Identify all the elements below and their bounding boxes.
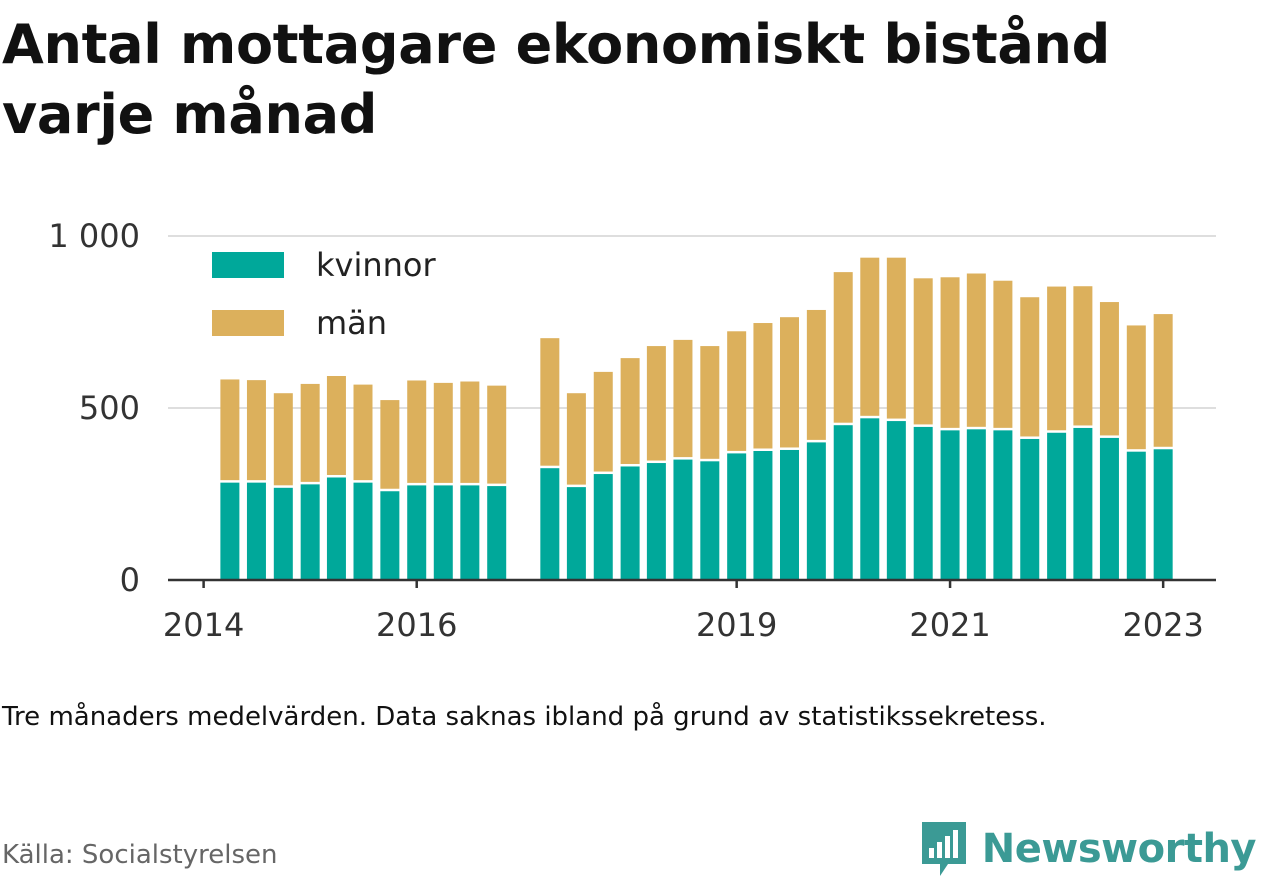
bar-man bbox=[753, 323, 773, 449]
bar-man bbox=[727, 331, 747, 451]
bar-kvinnor bbox=[1047, 432, 1067, 580]
bar-kvinnor bbox=[273, 487, 293, 580]
source-note: Källa: Socialstyrelsen bbox=[2, 840, 278, 870]
bar-man bbox=[860, 257, 880, 416]
bar-kvinnor bbox=[300, 484, 320, 580]
bar-man bbox=[673, 339, 693, 458]
bar-kvinnor bbox=[700, 461, 720, 580]
axes: 0 500 1 000 2014 2016 2019 2021 2023 bbox=[48, 217, 1216, 644]
y-tick-label: 500 bbox=[79, 389, 140, 427]
brand-logo: Newsworthy bbox=[918, 818, 1257, 880]
stacked-bar-chart: 0 500 1 000 2014 2016 2019 2021 2023 kvinnor män bbox=[48, 217, 1216, 644]
legend-label: män bbox=[316, 304, 387, 342]
bars bbox=[220, 257, 1173, 580]
bar-chart-speech-icon bbox=[921, 822, 966, 876]
bar-man bbox=[380, 400, 400, 489]
bar-man bbox=[1153, 314, 1173, 447]
bar-kvinnor bbox=[940, 430, 960, 580]
x-tick-label: 2014 bbox=[163, 606, 244, 644]
bar-man bbox=[353, 384, 373, 481]
x-tick-label: 2019 bbox=[696, 606, 777, 644]
bar-kvinnor bbox=[673, 459, 693, 580]
bar-man bbox=[460, 381, 480, 483]
bar-man bbox=[993, 280, 1013, 428]
bar-man bbox=[326, 376, 346, 475]
bar-kvinnor bbox=[433, 485, 453, 580]
bar-kvinnor bbox=[886, 421, 906, 580]
bar-man bbox=[1047, 286, 1067, 431]
bar-man bbox=[780, 317, 800, 448]
bar-man bbox=[273, 393, 293, 486]
bar-kvinnor bbox=[1020, 438, 1040, 580]
bar-man bbox=[806, 309, 826, 440]
bar-kvinnor bbox=[220, 482, 240, 580]
bar-kvinnor bbox=[620, 466, 640, 580]
bar-man bbox=[940, 277, 960, 428]
bar-man bbox=[966, 273, 986, 427]
legend-label: kvinnor bbox=[316, 246, 437, 284]
bar-kvinnor bbox=[646, 463, 666, 580]
bar-kvinnor bbox=[780, 449, 800, 580]
bar-kvinnor bbox=[913, 426, 933, 580]
bar-man bbox=[913, 278, 933, 425]
bar-man bbox=[1020, 297, 1040, 437]
bar-kvinnor bbox=[593, 474, 613, 580]
bar-kvinnor bbox=[1099, 437, 1119, 580]
bar-man bbox=[620, 358, 640, 464]
bar-man bbox=[886, 257, 906, 419]
bar-man bbox=[646, 346, 666, 461]
bar-kvinnor bbox=[727, 453, 747, 580]
bar-kvinnor bbox=[246, 482, 266, 580]
bar-man bbox=[1126, 325, 1146, 450]
bar-man bbox=[566, 393, 586, 485]
bar-kvinnor bbox=[407, 485, 427, 580]
bar-man bbox=[220, 379, 240, 481]
chart-note: Tre månaders medelvärden. Data saknas ib… bbox=[2, 702, 1047, 732]
bar-kvinnor bbox=[860, 418, 880, 580]
legend-swatch bbox=[212, 252, 284, 278]
bar-kvinnor bbox=[1153, 449, 1173, 580]
bar-kvinnor bbox=[380, 491, 400, 580]
bar-kvinnor bbox=[1073, 427, 1093, 580]
bar-man bbox=[300, 383, 320, 482]
bar-man bbox=[540, 338, 560, 466]
brand-name: Newsworthy bbox=[981, 826, 1257, 872]
bar-kvinnor bbox=[566, 487, 586, 580]
bar-man bbox=[433, 382, 453, 483]
bar-man bbox=[1099, 302, 1119, 436]
bar-kvinnor bbox=[966, 429, 986, 580]
chart-title: Antal mottagare ekonomiskt bistånd varje… bbox=[2, 13, 1111, 146]
legend: kvinnor män bbox=[192, 242, 462, 358]
legend-swatch bbox=[212, 310, 284, 336]
bar-man bbox=[1073, 286, 1093, 426]
bar-man bbox=[407, 380, 427, 483]
x-tick-label: 2023 bbox=[1122, 606, 1203, 644]
bar-kvinnor bbox=[753, 451, 773, 580]
bar-kvinnor bbox=[326, 477, 346, 580]
y-tick-label: 0 bbox=[120, 561, 140, 599]
bar-man bbox=[246, 380, 266, 481]
bar-kvinnor bbox=[460, 485, 480, 580]
y-tick-label: 1 000 bbox=[48, 217, 140, 255]
bar-man bbox=[487, 385, 507, 484]
bar-kvinnor bbox=[487, 486, 507, 580]
bar-kvinnor bbox=[1126, 451, 1146, 580]
bar-man bbox=[593, 371, 613, 472]
bar-kvinnor bbox=[993, 430, 1013, 580]
bar-man bbox=[700, 346, 720, 459]
x-tick-label: 2016 bbox=[376, 606, 457, 644]
bar-kvinnor bbox=[833, 425, 853, 580]
bar-kvinnor bbox=[353, 482, 373, 580]
bar-man bbox=[833, 272, 853, 423]
bar-kvinnor bbox=[540, 468, 560, 580]
x-tick-label: 2021 bbox=[909, 606, 990, 644]
bar-kvinnor bbox=[806, 442, 826, 580]
